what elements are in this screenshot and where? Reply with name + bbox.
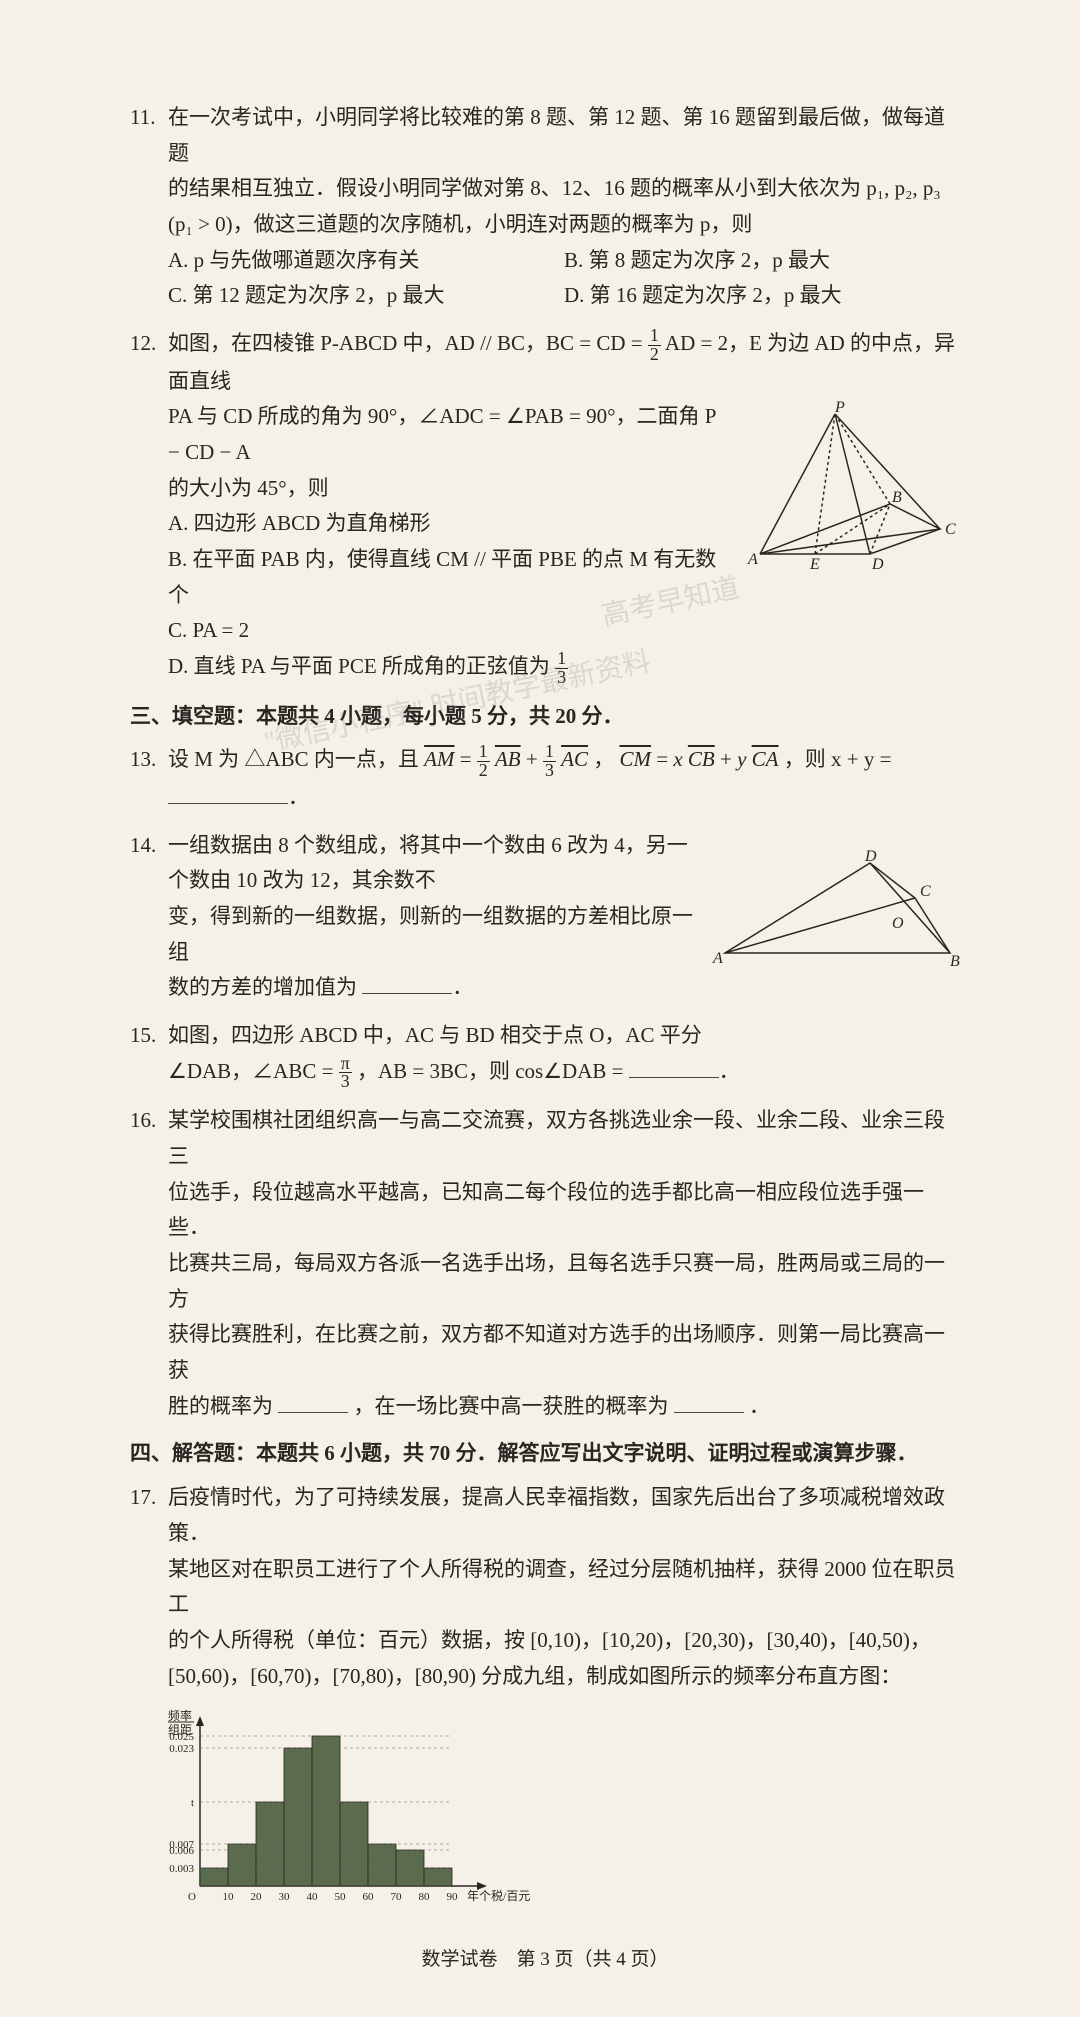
q11-optA: A. p 与先做哪道题次序有关 [168,243,564,279]
q16-line5c: ． [749,1394,770,1418]
question-13: 13. 设 M 为 △ABC 内一点，且 AM = 12 AB + 13 AC … [130,742,960,815]
q16-blank2 [674,1392,744,1413]
section-4-header: 四、解答题：本题共 6 小题，共 70 分．解答应写出文字说明、证明过程或演算步… [130,1436,960,1472]
histogram: 频率组距0.0030.0060.007t0.0230.025O102030405… [130,1706,960,1926]
q16-line4: 获得比赛胜利，在比赛之前，双方都不知道对方选手的出场顺序．则第一局比赛高一获 [168,1322,945,1382]
frac-half: 12 [648,327,661,364]
question-12: 12. 如图，在四棱锥 P-ABCD 中，AD // BC，BC = CD = … [130,326,960,687]
svg-text:年个税/百元: 年个税/百元 [467,1889,530,1903]
svg-text:O: O [892,915,904,932]
q11-optD: D. 第 16 题定为次序 2，p 最大 [564,278,960,314]
q15-figure: A B C D O [710,848,960,968]
q15-blank [629,1057,719,1078]
q14-number: 14. [130,828,156,864]
q16-line5a: 胜的概率为 [168,1394,273,1418]
q16-line5b: ，在一场比赛中高一获胜的概率为 [354,1394,669,1418]
q14-blank [362,973,452,994]
q14-line2: 变，得到新的一组数据，则新的一组数据的方差相比原一组 [168,904,693,964]
q17-number: 17. [130,1480,156,1516]
section-3-header: 三、填空题：本题共 4 小题，每小题 5 分，共 20 分． [130,699,960,735]
q16-line2: 位选手，段位越高水平越高，已知高二每个段位的选手都比高一相应段位选手强一些． [168,1180,924,1240]
svg-text:频率: 频率 [168,1708,192,1723]
svg-text:D: D [864,848,877,865]
q12-line2: PA 与 CD 所成的角为 90°，∠ADC = ∠PAB = 90°，二面角 … [168,404,716,464]
q13-number: 13. [130,742,156,778]
q16-blank1 [278,1392,348,1413]
q15-line2a: ∠DAB，∠ABC = [168,1059,339,1083]
q16-line3: 比赛共三局，每局双方各派一名选手出场，且每名选手只赛一局，胜两局或三局的一方 [168,1251,945,1311]
svg-text:D: D [871,556,884,569]
q12-line3: 的大小为 45°，则 [168,476,329,500]
svg-text:0.025: 0.025 [169,1731,194,1743]
page-footer: 数学试卷 第 3 页（共 4 页） [130,1944,960,1976]
svg-text:90: 90 [447,1891,459,1903]
svg-text:C: C [920,883,931,900]
question-11: 11. 在一次考试中，小明同学将比较难的第 8 题、第 12 题、第 16 题留… [130,100,960,314]
q12-optC: C. PA = 2 [168,613,960,649]
q11-optB: B. 第 8 题定为次序 2，p 最大 [564,243,960,279]
svg-text:60: 60 [363,1891,375,1903]
q17-line1: 后疫情时代，为了可持续发展，提高人民幸福指数，国家先后出台了多项减税增效政策． [168,1485,945,1545]
svg-text:0.023: 0.023 [169,1743,194,1755]
svg-text:O: O [188,1891,196,1903]
question-17: 17. 后疫情时代，为了可持续发展，提高人民幸福指数，国家先后出台了多项减税增效… [130,1480,960,1694]
svg-text:E: E [809,556,820,569]
q14-line3: 数的方差的增加值为 [168,975,357,999]
q16-line1: 某学校围棋社团组织高一与高二交流赛，双方各挑选业余一段、业余二段、业余三段三 [168,1108,945,1168]
q11-number: 11. [130,100,155,136]
question-15: 15. 如图，四边形 ABCD 中，AC 与 BD 相交于点 O，AC 平分 ∠… [130,1018,960,1091]
q13-blank [168,783,288,804]
svg-text:50: 50 [335,1891,347,1903]
svg-text:0.007: 0.007 [169,1839,194,1851]
exam-page: 11. 在一次考试中，小明同学将比较难的第 8 题、第 12 题、第 16 题留… [0,0,1080,2017]
svg-text:B: B [950,953,960,968]
svg-text:t: t [191,1797,194,1809]
q11-line2: 的结果相互独立．假设小明同学做对第 8、12、16 题的概率从小到大依次为 p₁… [168,176,941,200]
question-16: 16. 某学校围棋社团组织高一与高二交流赛，双方各挑选业余一段、业余二段、业余三… [130,1103,960,1424]
q12-figure: P A B C D E [740,399,960,569]
q11-line1: 在一次考试中，小明同学将比较难的第 8 题、第 12 题、第 16 题留到最后做… [168,105,945,165]
q11-line3: (p₁ > 0)，做这三道题的次序随机，小明连对两题的概率为 p，则 [168,212,752,236]
q15-line2b: ，AB = 3BC，则 cos∠DAB = [357,1059,629,1083]
svg-text:20: 20 [251,1891,263,1903]
svg-text:40: 40 [307,1891,319,1903]
svg-text:30: 30 [279,1891,291,1903]
q16-number: 16. [130,1103,156,1139]
svg-text:P: P [834,399,845,416]
q17-line3: 的个人所得税（单位：百元）数据，按 [0,10)，[10,20)，[20,30)… [168,1628,931,1652]
q17-line4: [50,60)，[60,70)，[70,80)，[80,90) 分成九组，制成如… [168,1664,901,1688]
q15-line1: 如图，四边形 ABCD 中，AC 与 BD 相交于点 O，AC 平分 [168,1023,702,1047]
svg-text:10: 10 [223,1891,235,1903]
svg-text:C: C [945,521,956,538]
q14-line1: 一组数据由 8 个数组成，将其中一个数由 6 改为 4，另一个数由 10 改为 … [168,833,688,893]
q12-number: 12. [130,326,156,362]
q17-line2: 某地区对在职员工进行了个人所得税的调查，经过分层随机抽样，获得 2000 位在职… [168,1557,956,1617]
svg-text:70: 70 [391,1891,403,1903]
q12-line1a: 如图，在四棱锥 P-ABCD 中，AD // BC，BC = CD = [168,331,648,355]
svg-text:B: B [892,489,902,506]
q12-optD: D. 直线 PA 与平面 PCE 所成角的正弦值为 13 [168,649,960,687]
svg-text:80: 80 [419,1891,431,1903]
svg-text:A: A [747,551,758,568]
q15-number: 15. [130,1018,156,1054]
q11-optC: C. 第 12 题定为次序 2，p 最大 [168,278,564,314]
svg-text:0.003: 0.003 [169,1863,194,1875]
question-14: 14. A B C D O 一组数据由 [130,828,960,1006]
svg-text:A: A [712,950,723,967]
